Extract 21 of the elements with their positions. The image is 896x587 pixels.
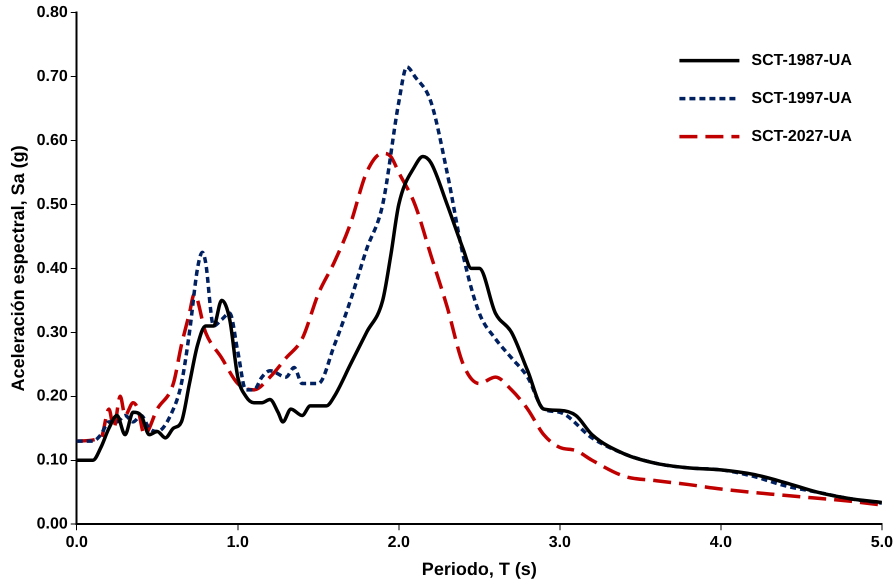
y-tick-label: 0.00 — [36, 516, 68, 533]
x-tick-label: 3.0 — [548, 534, 572, 552]
x-tick-label: 2.0 — [388, 534, 410, 552]
legend-label: SCT-1997-UA — [751, 90, 852, 108]
y-tick-label: 0.70 — [36, 68, 68, 85]
y-tick-label: 0.50 — [36, 196, 68, 213]
x-tick-label: 1.0 — [226, 534, 249, 552]
x-tick-label: 4.0 — [710, 534, 732, 552]
y-tick-label: 0.80 — [36, 4, 68, 22]
x-axis-title: Periodo, T (s) — [422, 559, 537, 580]
legend-label: SCT-2027-UA — [751, 128, 852, 146]
x-tick-label: 0.0 — [66, 534, 88, 552]
y-axis-title: Aceleración espectral, Sa (g) — [8, 145, 28, 392]
y-tick-label: 0.30 — [36, 324, 68, 341]
y-tick-label: 0.40 — [36, 260, 68, 277]
y-tick-label: 0.20 — [36, 388, 68, 405]
legend-label: SCT-1987-UA — [751, 52, 852, 70]
line-series — [76, 65, 882, 505]
y-tick-label: 0.60 — [36, 132, 68, 149]
y-tick-label: 0.10 — [36, 452, 68, 469]
x-tick-label: 5.0 — [870, 534, 894, 552]
